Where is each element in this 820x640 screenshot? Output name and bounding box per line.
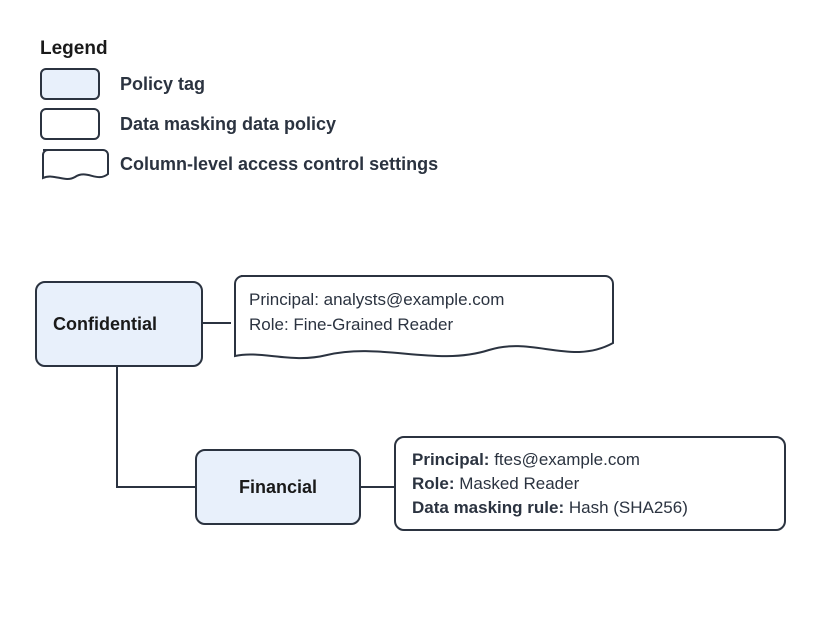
detail-key-role: Role:	[412, 474, 455, 493]
detail-val-role: Masked Reader	[455, 474, 580, 493]
legend-swatch-data-policy	[40, 108, 100, 140]
detail-row-role: Role: Masked Reader	[412, 472, 768, 496]
legend-label-acl: Column-level access control settings	[120, 154, 438, 175]
legend-title: Legend	[40, 38, 108, 60]
detail-key-principal: Principal:	[249, 290, 319, 309]
detail-key-principal: Principal:	[412, 450, 489, 469]
node-confidential: Confidential	[35, 281, 203, 367]
node-financial-label: Financial	[239, 477, 317, 498]
diagram-canvas: Legend Policy tag Data masking data poli…	[0, 0, 820, 640]
detail-row-principal: Principal: ftes@example.com	[412, 448, 768, 472]
detail-row-principal: Principal: analysts@example.com	[249, 288, 504, 313]
edge-financial-to-detail	[361, 486, 394, 488]
detail-val-role: Fine-Grained Reader	[289, 315, 453, 334]
legend-label-data-policy: Data masking data policy	[120, 114, 336, 135]
edge-confidential-vertical	[116, 367, 118, 487]
node-financial-detail: Principal: ftes@example.com Role: Masked…	[394, 436, 786, 531]
detail-val-principal: ftes@example.com	[489, 450, 639, 469]
edge-confidential-to-detail	[203, 322, 231, 324]
detail-key-rule: Data masking rule:	[412, 498, 564, 517]
edge-confidential-horizontal	[116, 486, 195, 488]
legend-swatch-policy-tag	[40, 68, 100, 100]
detail-row-rule: Data masking rule: Hash (SHA256)	[412, 496, 768, 520]
detail-key-role: Role:	[249, 315, 289, 334]
node-confidential-detail: Principal: analysts@example.com Role: Fi…	[249, 288, 504, 337]
node-confidential-label: Confidential	[53, 314, 157, 335]
legend-swatch-acl	[37, 147, 109, 187]
detail-row-role: Role: Fine-Grained Reader	[249, 313, 504, 338]
legend-label-policy-tag: Policy tag	[120, 74, 205, 95]
detail-val-principal: analysts@example.com	[319, 290, 504, 309]
node-financial: Financial	[195, 449, 361, 525]
detail-val-rule: Hash (SHA256)	[564, 498, 688, 517]
